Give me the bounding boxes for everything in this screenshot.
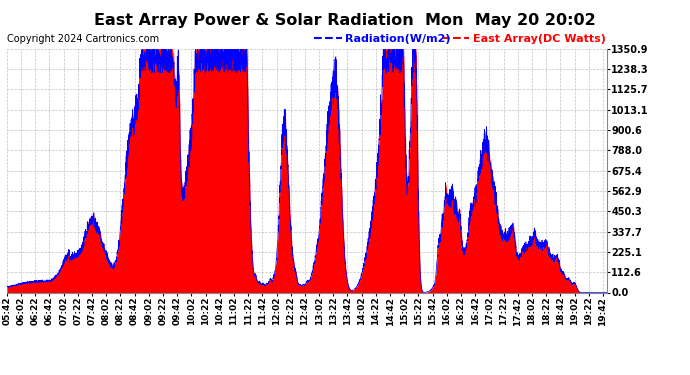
Text: Copyright 2024 Cartronics.com: Copyright 2024 Cartronics.com bbox=[7, 34, 159, 44]
Text: East Array Power & Solar Radiation  Mon  May 20 20:02: East Array Power & Solar Radiation Mon M… bbox=[94, 13, 596, 28]
Text: Radiation(W/m2): Radiation(W/m2) bbox=[345, 34, 451, 44]
Text: East Array(DC Watts): East Array(DC Watts) bbox=[473, 34, 606, 44]
